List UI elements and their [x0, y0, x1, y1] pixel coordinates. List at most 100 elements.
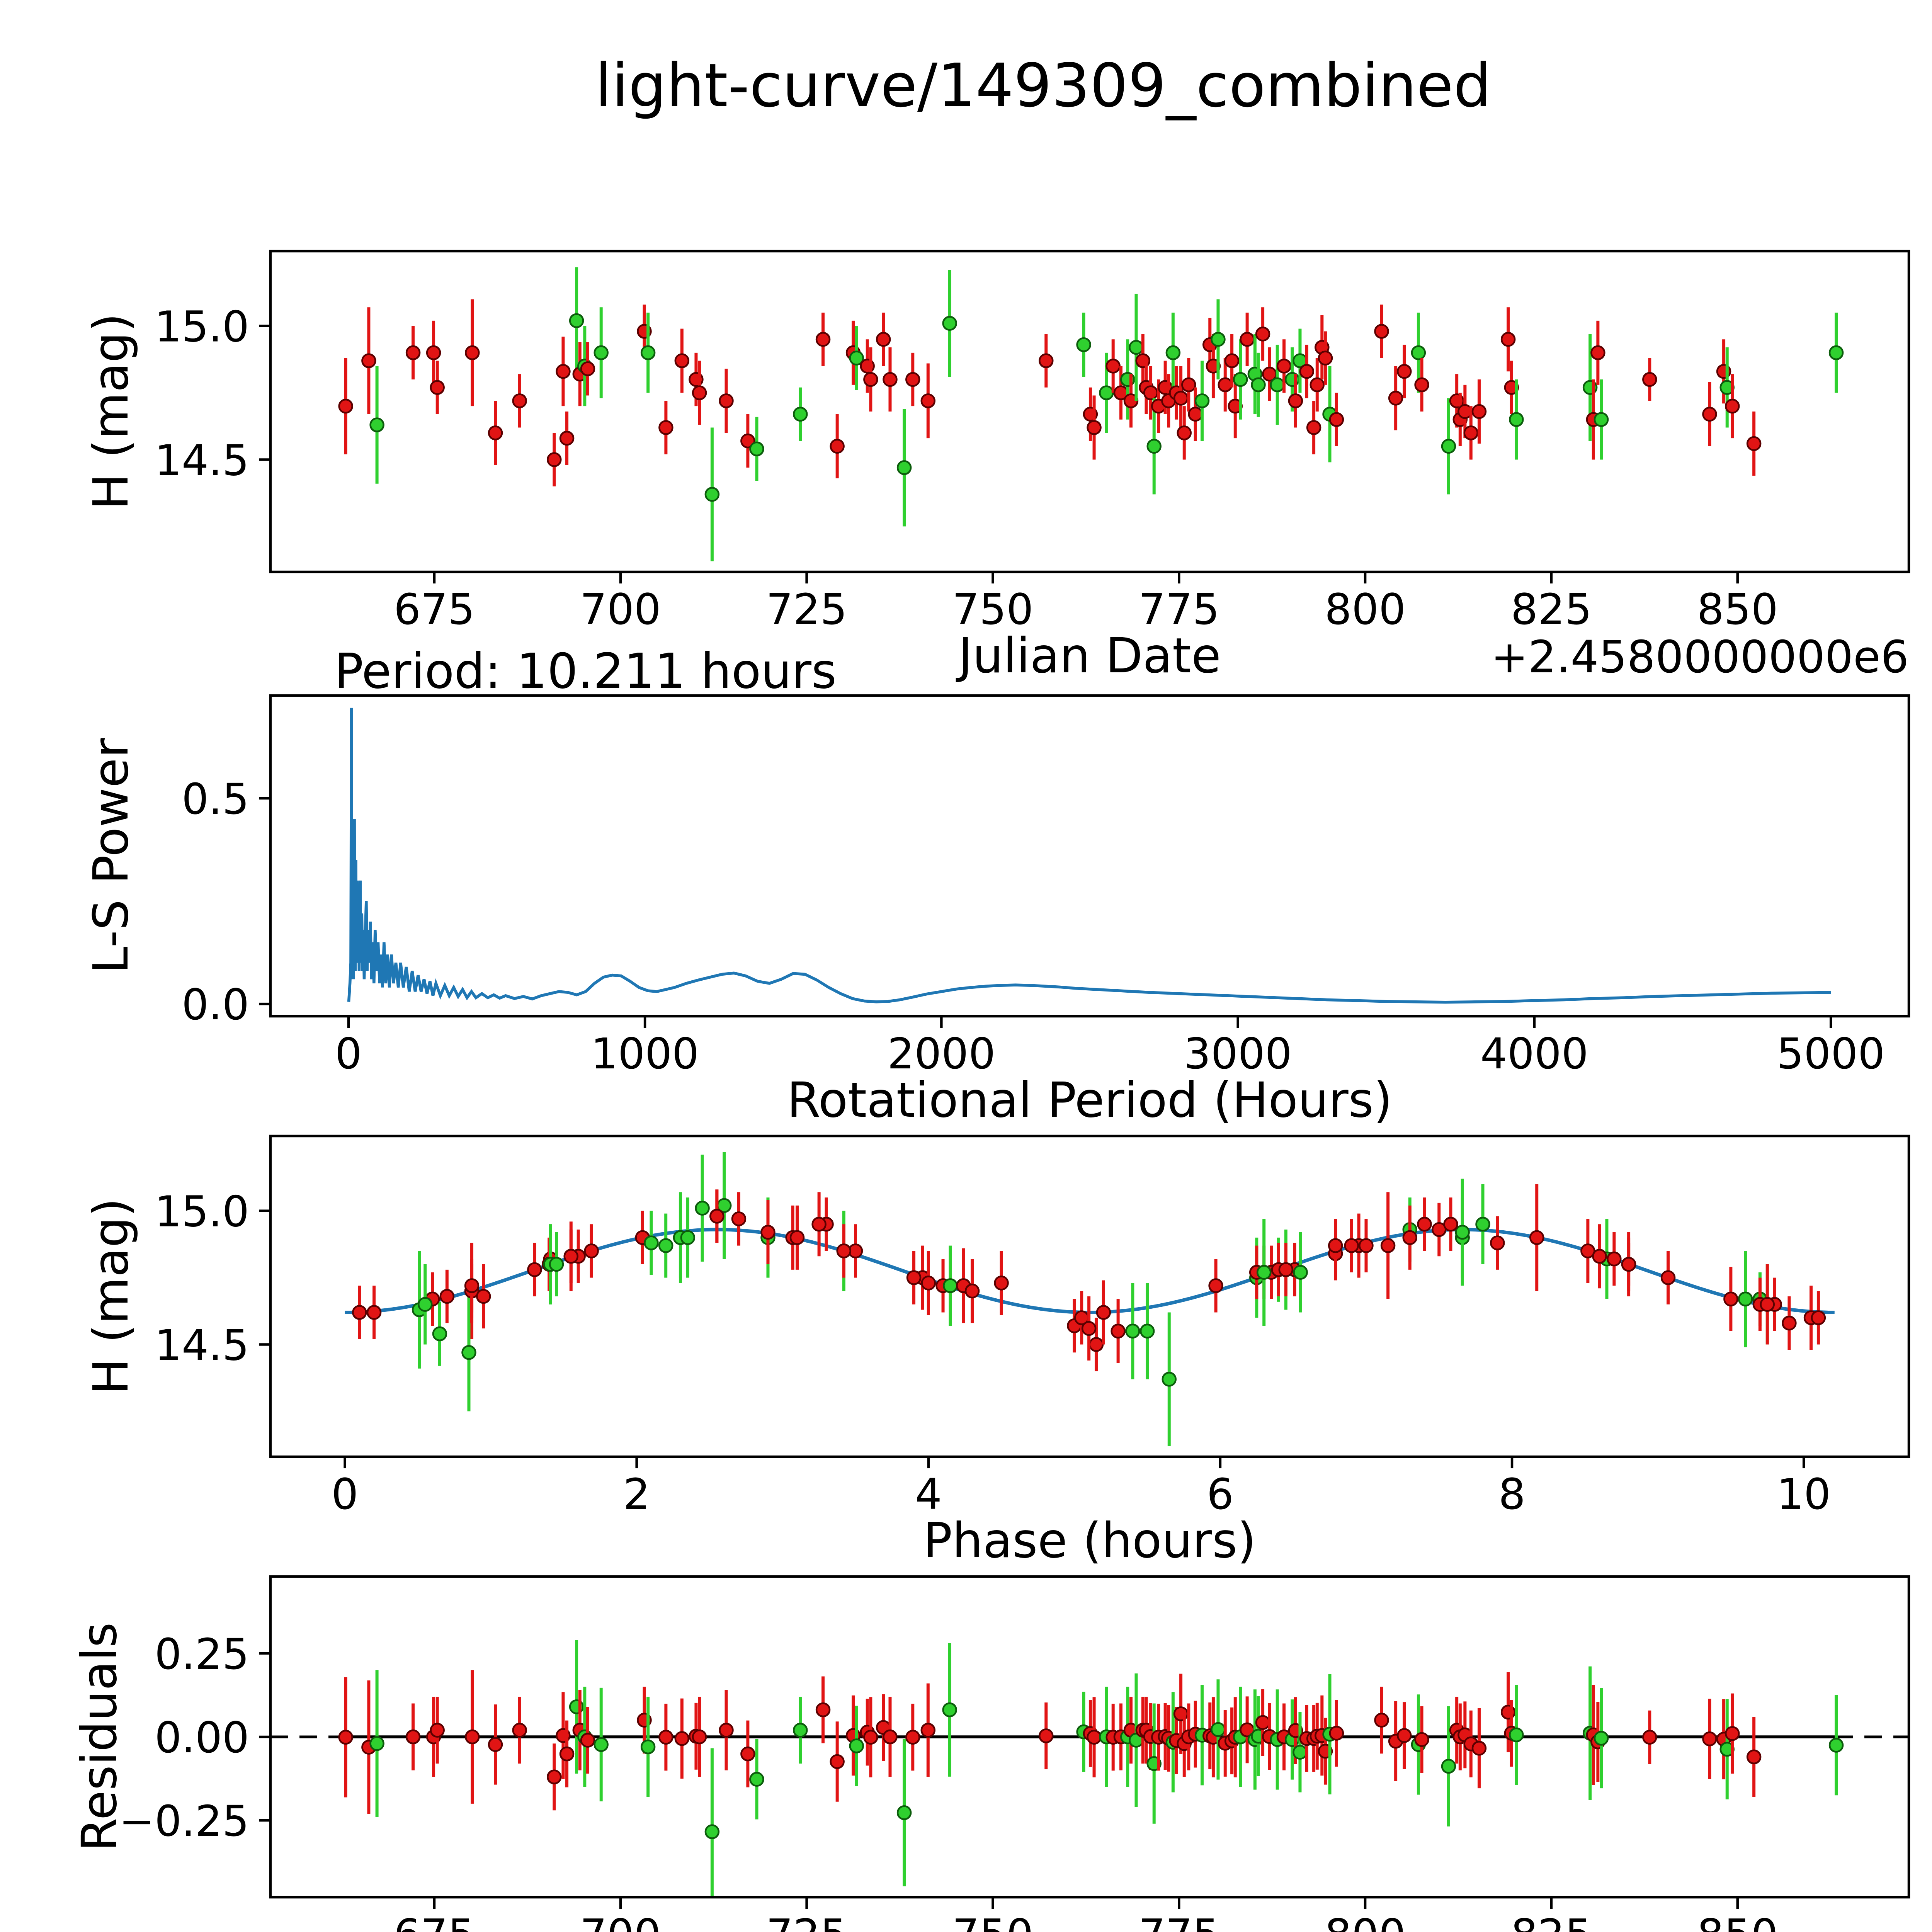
- data-point-r: [921, 1276, 936, 1291]
- data-point-g: [1129, 340, 1144, 355]
- data-point-r: [1240, 332, 1255, 347]
- y-tick-label: 0.00: [155, 1713, 249, 1762]
- data-point-r: [361, 353, 376, 368]
- data-point-r: [905, 1730, 920, 1745]
- data-point-g: [594, 345, 609, 361]
- data-point-g: [461, 1345, 476, 1360]
- data-point-r: [584, 1243, 599, 1259]
- data-point-r: [760, 1225, 776, 1240]
- data-point-r: [1105, 359, 1121, 374]
- data-point-g: [942, 1702, 957, 1718]
- x-tick-label: 0: [335, 1029, 362, 1078]
- data-point-r: [1278, 1262, 1294, 1277]
- x-tick-label: 800: [1325, 1910, 1406, 1932]
- y-tick-label: 14.5: [155, 436, 249, 485]
- data-point-r: [1402, 1230, 1417, 1245]
- data-point-r: [559, 430, 575, 446]
- data-point-g: [1475, 1217, 1490, 1232]
- x-tick-label: 725: [766, 585, 847, 634]
- data-point-r: [547, 1769, 562, 1784]
- data-point-g: [1594, 1731, 1609, 1746]
- data-point-g: [417, 1297, 433, 1312]
- p3-y-axis-label: H (mag): [83, 1198, 139, 1395]
- period-annotation: Period: 10.211 hours: [334, 643, 837, 699]
- data-point-r: [1096, 1305, 1111, 1320]
- data-point-r: [1087, 1730, 1102, 1745]
- panel-residuals: 675 700 725 750 775 800 825 850 −0.25 0.00 0.25: [119, 1575, 1910, 1932]
- data-point-g: [942, 316, 957, 331]
- data-point-r: [1471, 404, 1487, 419]
- data-point-g: [1256, 1265, 1272, 1280]
- data-point-r: [920, 1723, 936, 1738]
- data-point-g: [1293, 1265, 1308, 1280]
- y-tick-label: 0.25: [155, 1629, 249, 1679]
- data-point-r: [1255, 327, 1270, 342]
- p2-plot-area: [347, 707, 1831, 1004]
- data-point-g: [680, 1230, 696, 1245]
- data-point-r: [1414, 1732, 1429, 1747]
- data-point-g: [896, 460, 912, 475]
- data-point-r: [883, 1729, 898, 1745]
- data-point-g: [1509, 1727, 1524, 1743]
- data-point-r: [1504, 380, 1519, 395]
- data-point-r: [1111, 1323, 1126, 1339]
- data-point-g: [644, 1235, 659, 1250]
- x-tick-label: 825: [1511, 585, 1592, 634]
- x-tick-label: 675: [394, 1910, 475, 1932]
- x-tick-label: 10: [1777, 1469, 1831, 1519]
- data-point-r: [674, 353, 690, 368]
- data-point-g: [369, 417, 384, 432]
- x-tick-label: 675: [394, 585, 475, 634]
- x-tick-label: 3000: [1184, 1029, 1292, 1078]
- data-point-g: [1441, 439, 1456, 454]
- data-point-r: [547, 452, 562, 467]
- data-point-g: [1211, 1722, 1226, 1737]
- data-point-r: [1206, 359, 1221, 374]
- data-point-r: [994, 1276, 1009, 1291]
- data-point-r: [338, 398, 353, 414]
- data-point-r: [906, 1270, 922, 1285]
- data-point-r: [1039, 1728, 1054, 1743]
- panel-phase-folded: 0 2 4 6 8 10 14.5 15.0: [155, 1134, 1910, 1519]
- y-tick-label: 15.0: [155, 1187, 249, 1236]
- data-point-g: [1411, 345, 1426, 361]
- data-point-r: [1760, 1297, 1775, 1312]
- data-point-r: [527, 1262, 542, 1277]
- data-point-r: [1723, 1291, 1738, 1307]
- data-point-r: [1388, 391, 1403, 406]
- data-point-r: [1276, 359, 1292, 374]
- data-point-r: [836, 1243, 852, 1259]
- data-point-g: [1099, 385, 1114, 400]
- data-point-g: [793, 1723, 808, 1738]
- data-point-r: [692, 385, 707, 400]
- data-point-g: [658, 1238, 673, 1253]
- data-point-g: [549, 1257, 564, 1272]
- data-point-r: [1224, 353, 1240, 368]
- data-point-r: [1380, 1238, 1396, 1253]
- data-point-r: [1329, 412, 1344, 427]
- panel-lightcurve: 675 700 725 750 775 800 825 850 14.5 15.0: [155, 250, 1910, 634]
- data-point-g: [1251, 377, 1266, 393]
- data-point-r: [1660, 1270, 1676, 1285]
- data-point-r: [1443, 1217, 1458, 1232]
- data-point-r: [709, 1209, 724, 1224]
- data-point-r: [512, 1723, 527, 1738]
- x-tick-label: 700: [580, 1910, 661, 1932]
- data-point-r: [1306, 420, 1321, 435]
- data-point-r: [366, 1305, 382, 1320]
- data-point-r: [1374, 1713, 1389, 1728]
- data-point-g: [1293, 1745, 1308, 1760]
- x-tick-label: 775: [1138, 1910, 1219, 1932]
- data-point-r: [815, 1702, 831, 1718]
- data-point-r: [1123, 393, 1139, 408]
- p4-plot-area: [270, 1640, 1909, 1897]
- data-point-r: [1500, 332, 1516, 347]
- data-point-g: [1076, 337, 1091, 352]
- data-point-r: [658, 420, 673, 435]
- data-point-r: [439, 1289, 455, 1304]
- data-point-g: [1270, 377, 1285, 393]
- data-point-r: [920, 393, 936, 408]
- data-point-g: [695, 1201, 710, 1216]
